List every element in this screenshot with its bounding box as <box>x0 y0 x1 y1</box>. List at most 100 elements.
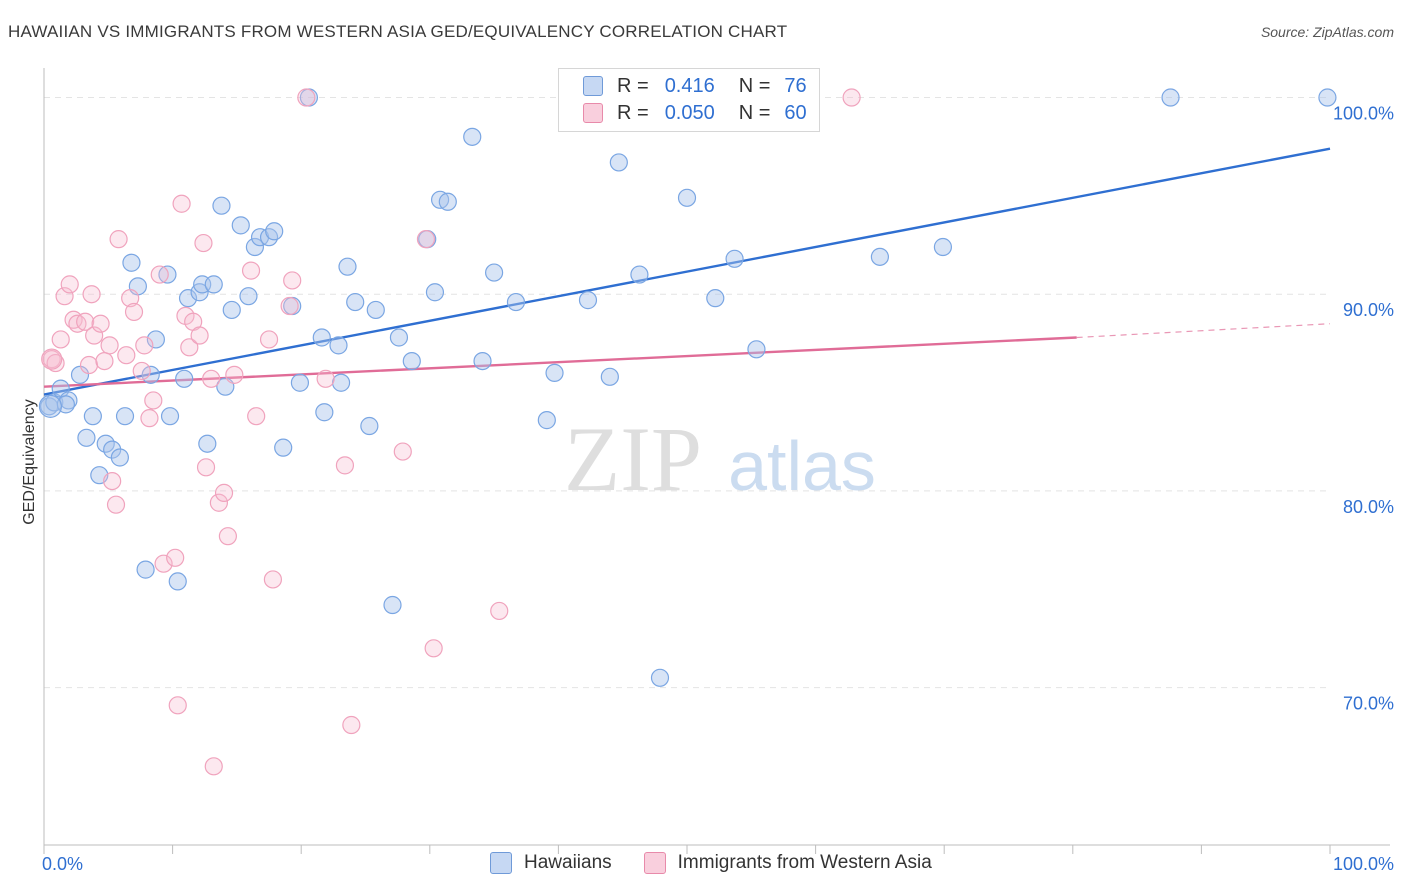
immigrants-point <box>316 369 335 388</box>
hawaiians-point <box>329 336 348 355</box>
legend-swatch-immigrants <box>583 103 603 123</box>
stats-legend: R = 0.416 N = 76 R = 0.050 N = 60 <box>558 68 820 132</box>
immigrants-point <box>204 757 223 776</box>
hawaiians-point <box>212 196 231 215</box>
y-tick-label: 90.0% <box>1343 300 1394 320</box>
immigrants-point <box>82 285 101 304</box>
immigrants-point <box>247 407 266 426</box>
hawaiians-point <box>160 407 180 426</box>
legend-row-immigrants: R = 0.050 N = 60 <box>583 100 807 126</box>
immigrants-point <box>280 296 299 316</box>
immigrants-trendline-extension <box>1076 323 1331 339</box>
x-tick-label: 0.0% <box>42 854 83 874</box>
y-tick-label: 70.0% <box>1343 694 1394 714</box>
legend-item-hawaiians: Hawaiians <box>490 852 612 874</box>
r-value: 0.416 <box>664 74 715 97</box>
immigrants-point <box>209 493 228 512</box>
hawaiians-point <box>706 289 725 308</box>
legend-swatch-immigrants <box>643 852 666 874</box>
immigrants-point <box>121 289 140 308</box>
legend-row-hawaiians: R = 0.416 N = 76 <box>583 73 807 99</box>
immigrants-point <box>124 302 144 322</box>
r-label: R = <box>617 101 649 124</box>
hawaiians-point <box>545 363 564 382</box>
data-points <box>38 88 1337 776</box>
immigrants-point <box>132 361 151 381</box>
hawaiians-point <box>70 365 90 384</box>
hawaiians-point <box>38 394 63 418</box>
immigrants-trendline <box>43 336 1077 388</box>
trendlines <box>43 147 1331 396</box>
immigrants-point <box>297 88 316 107</box>
hawaiians-point <box>747 340 766 359</box>
immigrants-point <box>60 275 79 294</box>
immigrants-point <box>79 355 99 375</box>
hawaiians-point <box>473 351 492 371</box>
legend-swatch-hawaiians <box>583 76 603 96</box>
hawaiians-point <box>630 265 649 284</box>
hawaiians-point <box>178 289 198 308</box>
watermark-atlas: atlas <box>728 427 876 505</box>
hawaiians-point <box>506 292 526 312</box>
hawaiians-point <box>537 411 556 430</box>
hawaiians-point <box>677 188 697 207</box>
legend-label-immigrants: Immigrants from Western Asia <box>677 852 932 873</box>
immigrants-point <box>140 409 159 428</box>
hawaiians-point <box>83 407 102 426</box>
immigrants-point <box>214 483 234 502</box>
immigrants-point <box>76 312 95 331</box>
hawaiians-point <box>168 572 187 591</box>
immigrants-point <box>166 548 185 567</box>
hawaiians-point <box>136 560 155 579</box>
immigrants-point <box>91 314 110 333</box>
hawaiians-point <box>274 438 293 457</box>
immigrants-point <box>190 326 209 345</box>
immigrants-point <box>180 338 199 357</box>
hawaiians-point <box>463 127 482 146</box>
immigrants-point <box>154 554 173 573</box>
y-tick-label: 100.0% <box>1333 104 1394 124</box>
hawaiians-point <box>650 668 670 687</box>
immigrants-point <box>393 442 412 461</box>
hawaiians-point <box>609 153 628 172</box>
hawaiians-point <box>331 373 351 392</box>
y-tick-label: 80.0% <box>1343 497 1394 517</box>
hawaiians-point <box>259 228 279 247</box>
hawaiians-point <box>360 416 379 436</box>
hawaiians-point <box>383 595 402 615</box>
immigrants-point <box>46 353 65 373</box>
hawaiians-point <box>402 351 421 371</box>
hawaiians-point <box>870 247 890 266</box>
axes <box>43 68 1390 854</box>
hawaiians-point <box>315 403 334 422</box>
hawaiians-point <box>122 253 141 272</box>
hawaiians-point <box>389 328 409 347</box>
hawaiians-point <box>425 283 445 302</box>
hawaiians-point <box>141 365 160 384</box>
immigrants-point <box>196 458 216 477</box>
hawaiians-point <box>146 330 165 349</box>
immigrants-point <box>172 194 191 213</box>
immigrants-point <box>150 265 169 284</box>
immigrants-point <box>55 287 74 306</box>
hawaiians-point <box>1318 88 1337 107</box>
immigrants-point <box>100 336 119 355</box>
hawaiians-point <box>338 257 357 276</box>
immigrants-point <box>283 271 302 290</box>
immigrants-point <box>144 391 163 410</box>
hawaiians-point <box>158 265 177 284</box>
immigrants-point <box>106 495 126 514</box>
hawaiians-point <box>725 249 744 268</box>
source-label: Source: ZipAtlas.com <box>1260 24 1394 40</box>
hawaiians-point <box>222 300 241 320</box>
hawaiians-point <box>290 373 310 392</box>
hawaiians-point <box>231 216 250 235</box>
hawaiians-trendline <box>43 147 1331 396</box>
legend-label-hawaiians: Hawaiians <box>524 852 612 873</box>
immigrants-point <box>103 471 122 491</box>
series-legend: Hawaiians Immigrants from Western Asia <box>490 852 964 874</box>
legend-swatch-hawaiians <box>490 852 512 874</box>
immigrants-point <box>490 601 509 621</box>
tick-labels: 100.0% 90.0% 80.0% 70.0% 0.0% 100.0% <box>42 104 1394 874</box>
immigrants-point <box>168 696 187 715</box>
